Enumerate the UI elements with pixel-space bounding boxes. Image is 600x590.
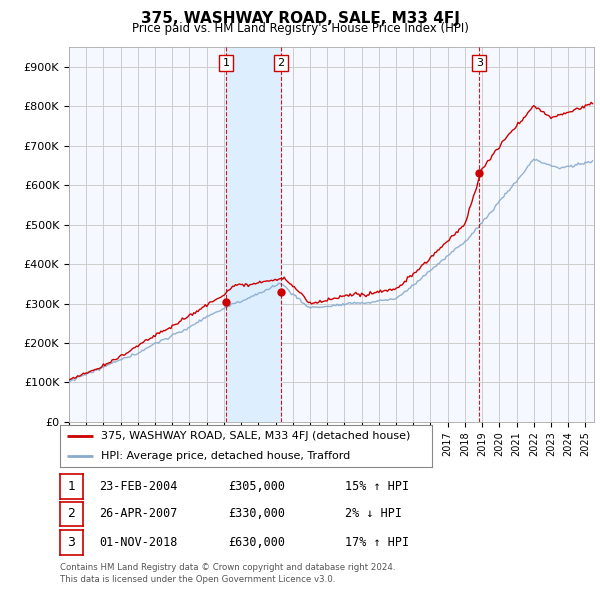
Text: 3: 3 [67,536,76,549]
Text: 01-NOV-2018: 01-NOV-2018 [99,536,178,549]
Bar [226,47,281,422]
Text: 15% ↑ HPI: 15% ↑ HPI [345,480,409,493]
Text: £330,000: £330,000 [228,507,285,520]
Text: Contains HM Land Registry data © Crown copyright and database right 2024.: Contains HM Land Registry data © Crown c… [60,563,395,572]
Text: 26-APR-2007: 26-APR-2007 [99,507,178,520]
Text: 2: 2 [278,58,284,68]
Text: 375, WASHWAY ROAD, SALE, M33 4FJ: 375, WASHWAY ROAD, SALE, M33 4FJ [140,11,460,25]
Text: 2% ↓ HPI: 2% ↓ HPI [345,507,402,520]
Text: £630,000: £630,000 [228,536,285,549]
Text: 17% ↑ HPI: 17% ↑ HPI [345,536,409,549]
Text: 23-FEB-2004: 23-FEB-2004 [99,480,178,493]
Text: 375, WASHWAY ROAD, SALE, M33 4FJ (detached house): 375, WASHWAY ROAD, SALE, M33 4FJ (detach… [101,431,410,441]
Text: £305,000: £305,000 [228,480,285,493]
Text: 1: 1 [67,480,76,493]
Text: HPI: Average price, detached house, Trafford: HPI: Average price, detached house, Traf… [101,451,350,461]
Text: 3: 3 [476,58,482,68]
Text: Price paid vs. HM Land Registry's House Price Index (HPI): Price paid vs. HM Land Registry's House … [131,22,469,35]
Text: 2: 2 [67,507,76,520]
Text: 1: 1 [223,58,230,68]
Text: This data is licensed under the Open Government Licence v3.0.: This data is licensed under the Open Gov… [60,575,335,584]
